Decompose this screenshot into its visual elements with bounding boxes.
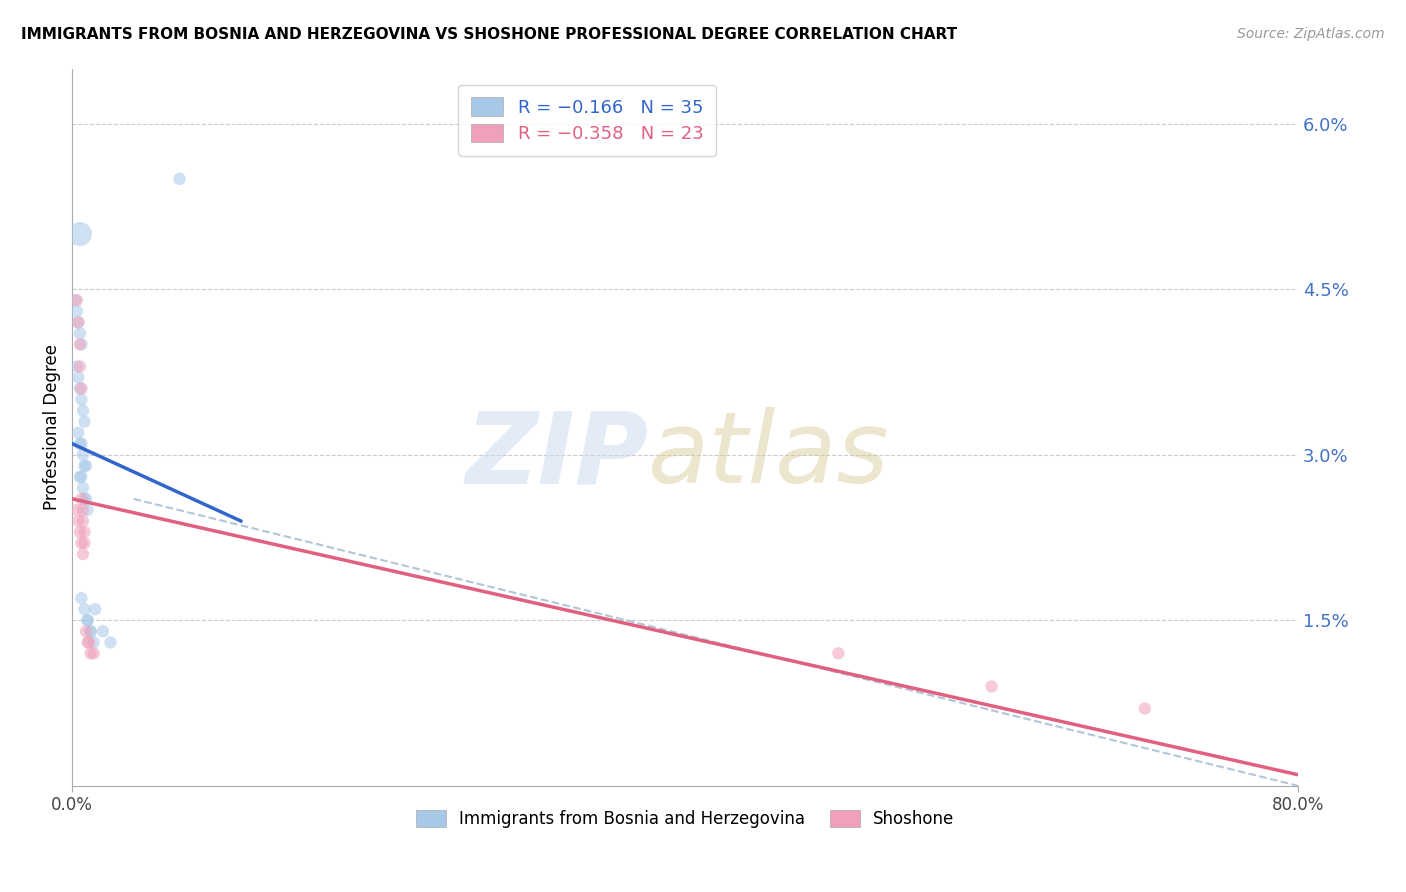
- Y-axis label: Professional Degree: Professional Degree: [44, 344, 60, 510]
- Point: [67, 315, 90, 329]
- Point: [70, 536, 93, 550]
- Point: [70, 591, 93, 606]
- Point: [75, 491, 97, 506]
- Point: [75, 458, 97, 473]
- Point: [70, 491, 93, 506]
- Point: [70, 382, 93, 396]
- Point: [70, 392, 93, 407]
- Point: [79, 624, 101, 639]
- Point: [73, 602, 96, 616]
- Point: [77, 635, 100, 649]
- Point: [827, 646, 849, 660]
- Point: [66, 503, 89, 517]
- Point: [67, 315, 90, 329]
- Text: Source: ZipAtlas.com: Source: ZipAtlas.com: [1237, 27, 1385, 41]
- Point: [69, 359, 91, 374]
- Point: [100, 635, 122, 649]
- Legend: Immigrants from Bosnia and Herzegovina, Shoshone: Immigrants from Bosnia and Herzegovina, …: [409, 804, 962, 835]
- Point: [69, 382, 91, 396]
- Point: [69, 337, 91, 351]
- Text: IMMIGRANTS FROM BOSNIA AND HERZEGOVINA VS SHOSHONE PROFESSIONAL DEGREE CORRELATI: IMMIGRANTS FROM BOSNIA AND HERZEGOVINA V…: [21, 27, 957, 42]
- Point: [66, 293, 89, 308]
- Point: [76, 503, 98, 517]
- Point: [70, 337, 93, 351]
- Point: [73, 536, 96, 550]
- Text: atlas: atlas: [648, 408, 890, 504]
- Point: [72, 448, 94, 462]
- Point: [91, 624, 114, 639]
- Point: [84, 602, 107, 616]
- Point: [73, 458, 96, 473]
- Point: [72, 514, 94, 528]
- Point: [79, 646, 101, 660]
- Point: [76, 613, 98, 627]
- Point: [83, 635, 105, 649]
- Point: [169, 172, 191, 186]
- Point: [69, 436, 91, 450]
- Point: [79, 624, 101, 639]
- Point: [65, 293, 87, 308]
- Text: ZIP: ZIP: [465, 408, 648, 504]
- Point: [72, 547, 94, 561]
- Point: [72, 403, 94, 417]
- Point: [70, 436, 93, 450]
- Point: [66, 359, 89, 374]
- Point: [66, 304, 89, 318]
- Point: [69, 227, 91, 241]
- Point: [76, 613, 98, 627]
- Point: [67, 425, 90, 440]
- Point: [67, 514, 90, 528]
- Point: [69, 470, 91, 484]
- Point: [75, 624, 97, 639]
- Point: [980, 680, 1002, 694]
- Point: [70, 470, 93, 484]
- Point: [69, 326, 91, 341]
- Point: [72, 503, 94, 517]
- Point: [1133, 701, 1156, 715]
- Point: [69, 524, 91, 539]
- Point: [73, 415, 96, 429]
- Point: [72, 481, 94, 495]
- Point: [76, 635, 98, 649]
- Point: [73, 491, 96, 506]
- Point: [73, 524, 96, 539]
- Point: [67, 370, 90, 384]
- Point: [83, 646, 105, 660]
